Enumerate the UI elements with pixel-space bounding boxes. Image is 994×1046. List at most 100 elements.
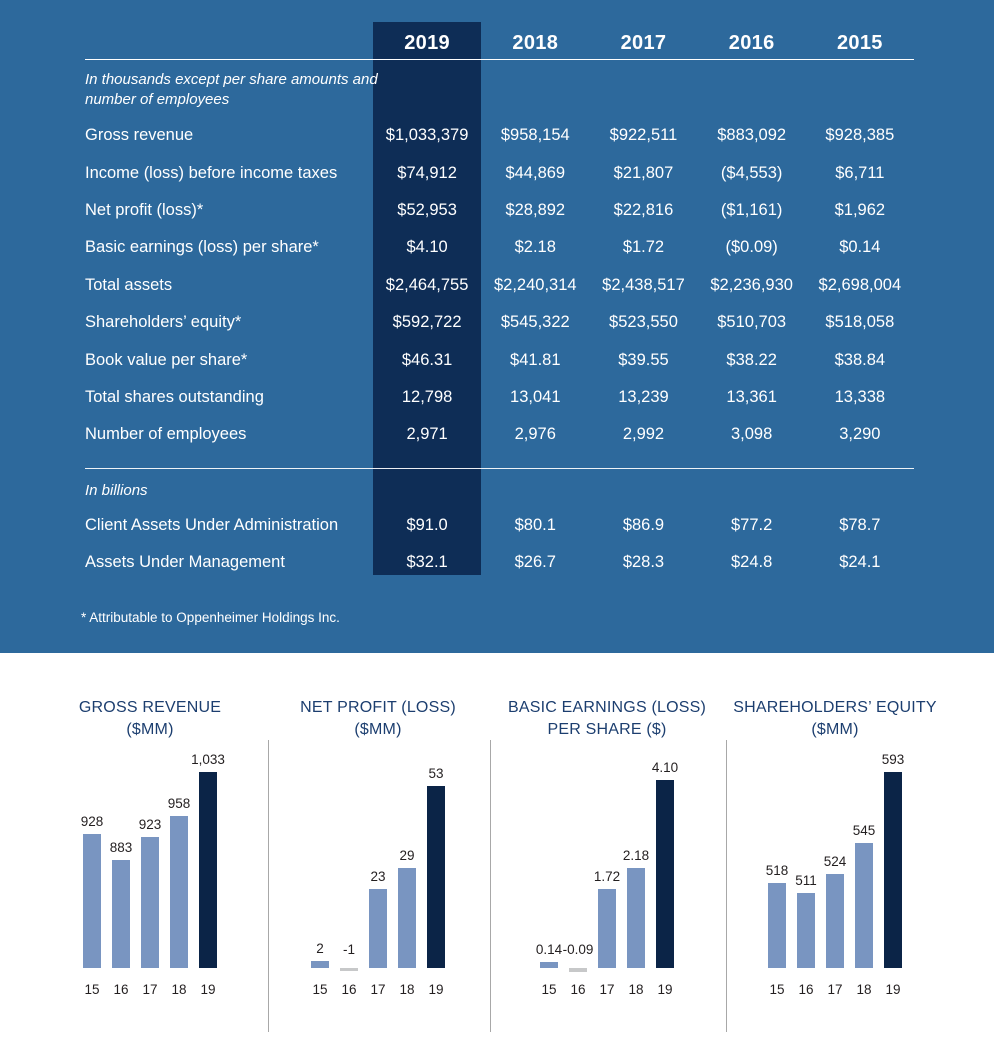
financial-table: 2019 2018 2017 2016 2015 In thousands except …: [85, 22, 915, 581]
row-label: Shareholders’ equity*: [85, 313, 242, 332]
chart-plot: 0.14 15 -0.09 16 1.72 17 2.18 18 4.10 19: [536, 760, 678, 997]
bar-19: [884, 772, 902, 968]
row-label: Total shares outstanding: [85, 387, 264, 406]
x-axis-label: 18: [399, 982, 415, 997]
cell-value: $1,033,379: [385, 126, 469, 145]
bar-19: [199, 772, 217, 968]
cell-value: $21,807: [613, 163, 674, 182]
cell-value: $2,240,314: [493, 275, 577, 294]
cell-value: $80.1: [514, 515, 556, 534]
x-axis-label: 16: [570, 982, 586, 997]
bar-value-label: 593: [881, 752, 905, 767]
cell-value: $74,912: [397, 163, 457, 182]
chart-divider: [726, 740, 727, 1032]
cell-value: $2,438,517: [602, 275, 685, 294]
cell-value: 3,098: [731, 425, 773, 444]
cell-value: $41.81: [510, 350, 561, 369]
row-label: Total assets: [85, 275, 173, 294]
x-axis-label: 16: [798, 982, 814, 997]
chart-title: SHAREHOLDERS’ EQUITY ($MM): [701, 697, 969, 740]
cell-value: $523,550: [609, 313, 678, 332]
bar-value-label: 2: [316, 941, 324, 956]
bar-15: [540, 962, 558, 968]
bar-16: [340, 968, 358, 971]
cell-value: $44,869: [505, 163, 566, 182]
cell-value: $24.1: [839, 553, 881, 572]
cell-value: $2,698,004: [818, 275, 902, 294]
cell-value: $958,154: [500, 126, 570, 145]
x-axis-label: 17: [142, 982, 158, 997]
cell-value: $2.18: [514, 238, 556, 257]
section-rule: [85, 467, 914, 469]
highlight-2019-column: [373, 22, 481, 575]
bar-19: [656, 780, 674, 968]
bar-15: [768, 883, 786, 968]
year-header-2019: 2019: [404, 32, 450, 54]
cell-value: $52,953: [397, 200, 457, 219]
bar-value-label: 518: [765, 863, 789, 878]
x-axis-label: 15: [769, 982, 785, 997]
chart-title-line2: ($MM): [354, 720, 402, 738]
bar-value-label: 0.14: [535, 942, 563, 957]
header-rule: [85, 59, 914, 60]
cell-value: $38.84: [834, 350, 886, 369]
bar-value-label: 511: [795, 873, 817, 888]
bar-value-label: 545: [852, 823, 876, 838]
bar-18: [627, 868, 645, 968]
chart-3: BASIC EARNINGS (LOSS) PER SHARE ($) 0.14 15…: [489, 653, 725, 1046]
x-axis-label: 18: [171, 982, 187, 997]
bar-15: [83, 834, 101, 968]
x-axis-label: 15: [312, 982, 328, 997]
bar-value-label: 524: [823, 854, 847, 869]
cell-value: 13,041: [510, 387, 561, 406]
bar-value-label: 4.10: [651, 760, 679, 775]
cell-value: $38.22: [726, 350, 777, 369]
year-header-spacer: [85, 22, 373, 59]
bar-value-label: 2.18: [622, 848, 650, 863]
cell-value: $4.10: [406, 238, 448, 257]
chart-title: BASIC EARNINGS (LOSS) PER SHARE ($): [489, 697, 725, 740]
bar-17: [369, 889, 387, 968]
row-label: Book value per share*: [85, 350, 248, 369]
x-axis-label: 15: [541, 982, 557, 997]
row-label: Net profit (loss)*: [85, 200, 204, 219]
chart-4: SHAREHOLDERS’ EQUITY ($MM) 518 15 511 16 524 17…: [701, 653, 969, 1046]
charts-panel: GROSS REVENUE ($MM) 928 15 883 16 923 17 958 18 1,…: [0, 653, 994, 1046]
cell-value: $0.14: [839, 238, 881, 257]
year-header-2018: 2018: [512, 32, 559, 54]
x-axis-label: 19: [428, 982, 444, 997]
cell-value: $28.3: [622, 553, 665, 572]
financial-summary-panel: 2019 2018 2017 2016 2015 In thousands except …: [0, 0, 994, 653]
bar-17: [141, 837, 159, 968]
bar-value-label: 53: [428, 766, 444, 781]
cell-value: $922,511: [609, 126, 678, 145]
chart-plot: 928 15 883 16 923 17 958 18 1,033 19: [81, 752, 225, 997]
cell-value: $1.72: [622, 238, 665, 257]
chart-plot: 518 15 511 16 524 17 545 18 593 19: [766, 752, 905, 997]
bar-value-label: 928: [80, 814, 104, 829]
cell-value: 13,338: [834, 387, 886, 406]
cell-value: $91.0: [406, 515, 448, 534]
chart-title: GROSS REVENUE ($MM): [16, 697, 284, 740]
cell-value: $883,092: [717, 126, 787, 145]
cell-value: $592,722: [392, 313, 462, 332]
chart-1: GROSS REVENUE ($MM) 928 15 883 16 923 17 958 18 1,…: [16, 653, 284, 1046]
cell-value: 12,798: [401, 387, 453, 406]
chart-title-line1: NET PROFIT (LOSS): [300, 699, 456, 716]
x-axis-label: 17: [370, 982, 386, 997]
cell-value: $545,322: [500, 313, 570, 332]
x-axis-label: 18: [856, 982, 872, 997]
row-label: Income (loss) before income taxes: [85, 163, 338, 182]
cell-value: $1,962: [834, 200, 886, 219]
cell-value: $46.31: [401, 350, 453, 369]
bar-value-label: 1.72: [593, 869, 621, 884]
chart-title-line2: PER SHARE ($): [547, 720, 667, 738]
chart-plot: 2 15 -1 16 23 17 29 18 53 19: [311, 762, 445, 997]
bar-16: [112, 860, 130, 968]
row-label: Number of employees: [85, 425, 247, 444]
x-axis-label: 15: [84, 982, 100, 997]
chart-title-line2: ($MM): [811, 720, 859, 738]
cell-value: ($4,553): [720, 163, 783, 182]
bar-value-label: -1: [342, 942, 355, 957]
